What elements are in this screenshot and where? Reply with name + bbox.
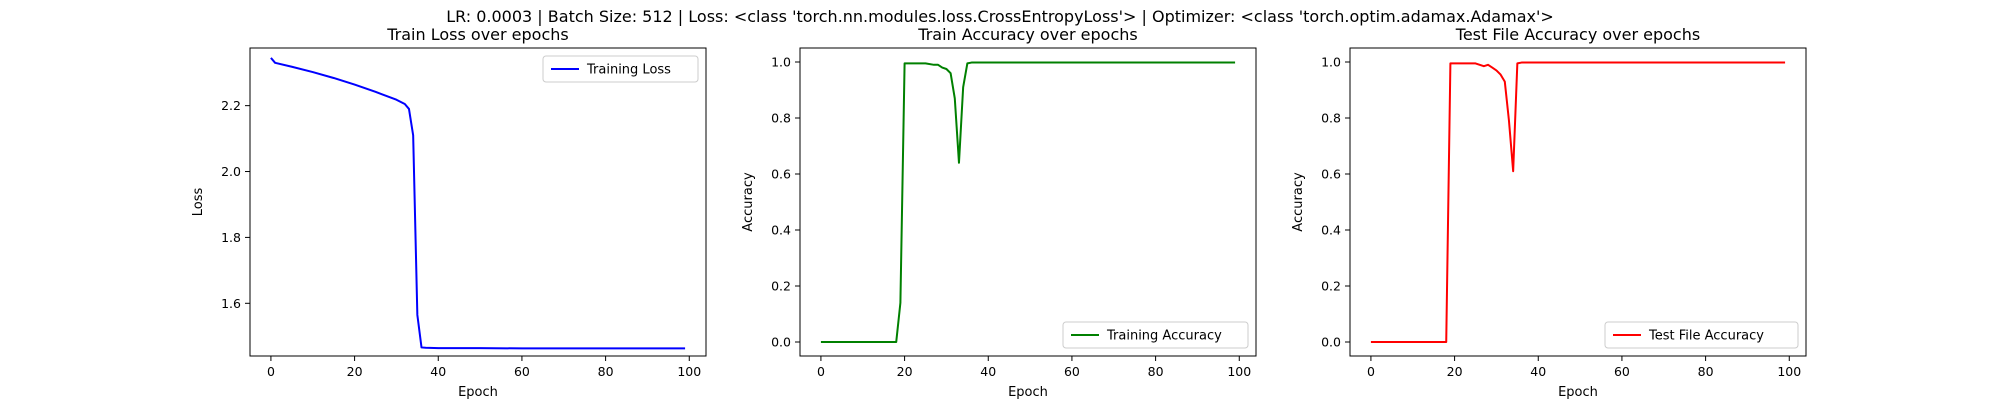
x-tick-label: 80 bbox=[598, 364, 614, 379]
legend: Training Accuracy bbox=[1062, 321, 1249, 349]
chart-title: Train Loss over epochs bbox=[386, 25, 568, 44]
y-tick-label: 0.0 bbox=[1321, 335, 1341, 350]
chart-title: Train Accuracy over epochs bbox=[917, 25, 1137, 44]
y-tick-label: 1.0 bbox=[771, 55, 791, 70]
x-tick-label: 100 bbox=[677, 364, 701, 379]
x-tick-label: 80 bbox=[1698, 364, 1714, 379]
x-tick-label: 20 bbox=[1447, 364, 1463, 379]
y-axis-label: Accuracy bbox=[741, 172, 756, 232]
x-tick-label: 100 bbox=[1777, 364, 1801, 379]
series-line-0 bbox=[270, 57, 686, 350]
legend: Test File Accuracy bbox=[1604, 321, 1799, 349]
y-tick-label: 0.0 bbox=[771, 335, 791, 350]
y-tick-label: 0.4 bbox=[771, 223, 791, 238]
y-axis-label: Accuracy bbox=[1291, 172, 1306, 232]
chart-title: Test File Accuracy over epochs bbox=[1455, 25, 1700, 44]
legend-box bbox=[1062, 321, 1249, 349]
x-tick-label: 20 bbox=[347, 364, 363, 379]
x-tick-label: 0 bbox=[817, 364, 825, 379]
legend-box bbox=[1604, 321, 1799, 349]
x-tick-label: 100 bbox=[1227, 364, 1251, 379]
figure-suptitle: LR: 0.0003 | Batch Size: 512 | Loss: <cl… bbox=[446, 7, 1554, 26]
x-tick-label: 80 bbox=[1148, 364, 1164, 379]
x-tick-label: 60 bbox=[1614, 364, 1630, 379]
x-tick-label: 60 bbox=[514, 364, 530, 379]
y-tick-label: 0.6 bbox=[1321, 167, 1341, 182]
y-tick-label: 0.2 bbox=[1321, 279, 1341, 294]
x-axis-label: Epoch bbox=[1008, 385, 1048, 400]
chart-train-loss: Train Loss over epochs 0 20 40 60 80 100 1.6 1.8… bbox=[191, 25, 707, 400]
y-tick-label: 2.0 bbox=[221, 164, 241, 179]
legend-label: Test File Accuracy bbox=[1648, 329, 1764, 344]
chart-train-accuracy: Train Accuracy over epochs 0 20 40 60 80 100 0.… bbox=[741, 25, 1257, 400]
x-axis-label: Epoch bbox=[1558, 385, 1598, 400]
y-tick-label: 0.4 bbox=[1321, 223, 1341, 238]
x-tick-label: 0 bbox=[1367, 364, 1375, 379]
x-tick-label: 40 bbox=[1530, 364, 1546, 379]
x-tick-label: 0 bbox=[267, 364, 275, 379]
plot-frame bbox=[799, 47, 1257, 357]
x-tick-label: 40 bbox=[430, 364, 446, 379]
x-tick-label: 20 bbox=[897, 364, 913, 379]
plot-frame bbox=[249, 47, 707, 357]
x-tick-label: 60 bbox=[1064, 364, 1080, 379]
y-tick-label: 0.2 bbox=[771, 279, 791, 294]
y-tick-label: 0.6 bbox=[771, 167, 791, 182]
x-axis-label: Epoch bbox=[458, 385, 498, 400]
legend-box bbox=[542, 55, 699, 83]
y-tick-label: 0.8 bbox=[771, 111, 791, 126]
y-tick-label: 1.6 bbox=[221, 296, 241, 311]
legend-label: Training Accuracy bbox=[1106, 329, 1222, 344]
plot-frame bbox=[1349, 47, 1807, 357]
series-line-0 bbox=[820, 61, 1236, 343]
y-axis-label: Loss bbox=[191, 188, 206, 217]
chart-test-accuracy: Test File Accuracy over epochs 0 20 40 60 80 1… bbox=[1291, 25, 1807, 400]
y-tick-label: 0.8 bbox=[1321, 111, 1341, 126]
legend: Training Loss bbox=[542, 55, 699, 83]
series-line-0 bbox=[1370, 61, 1786, 343]
y-tick-label: 1.8 bbox=[221, 230, 241, 245]
legend-label: Training Loss bbox=[586, 63, 671, 78]
y-tick-label: 2.2 bbox=[221, 98, 241, 113]
x-tick-label: 40 bbox=[980, 364, 996, 379]
y-tick-label: 1.0 bbox=[1321, 55, 1341, 70]
